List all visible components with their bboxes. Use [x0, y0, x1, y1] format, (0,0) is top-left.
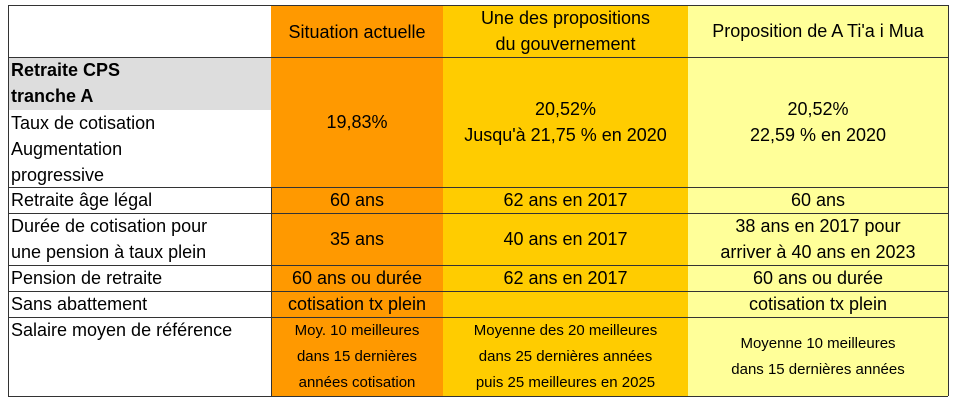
row-label: Retraite âge légal [8, 187, 271, 213]
cell-text-line: Moyenne des 20 meilleures [473, 321, 658, 339]
table-cell: cotisation tx plein [688, 291, 948, 317]
cell-text-line: 35 ans [329, 229, 385, 249]
cell-text-line: Jusqu'à 21,75 % en 2020 [464, 125, 667, 145]
cell-text-line: cotisation tx plein [748, 294, 888, 314]
cell-text-line: Retraite âge légal [11, 190, 153, 210]
cell-text-line: 19,83% [326, 112, 388, 132]
table-cell: 62 ans en 2017 [443, 265, 688, 291]
cell-text-line: dans 25 dernières années [478, 347, 653, 365]
table-cell: 60 ans [688, 187, 948, 213]
cell-text-line: Augmentation [11, 139, 123, 159]
cell-text-line: Durée de cotisation pour [11, 216, 208, 236]
table-cell: 60 ans [271, 187, 443, 213]
cell-text-line: 40 ans en 2017 [503, 229, 628, 249]
table-cell: 60 ans ou durée [271, 265, 443, 291]
cell-text-line: 60 ans ou durée [752, 268, 884, 288]
cell-text-line: 20,52% [534, 99, 597, 119]
cell-text-line: 20,52% [787, 99, 849, 119]
table-cell: Moyenne 10 meilleures dans 15 dernières a… [688, 317, 948, 396]
cell-text-line: Sans abattement [11, 294, 148, 314]
header-current: Situation actuelle [288, 22, 426, 42]
col-current-bg [271, 5, 443, 396]
cell-text-line: puis 25 meilleures en 2025 [475, 373, 656, 391]
table-cell: 40 ans en 2017 [443, 213, 688, 265]
cell-text-line: 62 ans en 2017 [503, 268, 628, 288]
row-label: Sans abattement [8, 291, 271, 317]
cell-text-line: une pension à taux plein [11, 242, 207, 262]
section-title-line2: tranche A [11, 86, 94, 106]
table-cell: 19,83% [271, 57, 443, 187]
cell-text-line: Moy. 10 meilleures [294, 321, 420, 339]
cell-text-line: Moyenne 10 meilleures [740, 334, 896, 352]
cell-text-line: 60 ans [790, 190, 846, 210]
cell-text-line: Pension de retraite [11, 268, 163, 288]
table-cell [443, 291, 688, 317]
cell-text-line: 60 ans [329, 190, 385, 210]
table-cell: 35 ans [271, 213, 443, 265]
cell-text-line: progressive [11, 165, 105, 185]
table-cell: 20,52% Jusqu'à 21,75 % en 2020 [443, 57, 688, 187]
table-cell: Moy. 10 meilleures dans 15 dernières année… [271, 317, 443, 396]
header-government: Une des propositions du gouvernement [443, 5, 688, 57]
section-bg [8, 57, 271, 110]
cell-text-line: 38 ans en 2017 pour [735, 216, 901, 236]
row-label: Salaire moyen de référence [8, 317, 271, 396]
section-title-line1: Retraite CPS [11, 60, 121, 80]
row-label: Pension de retraite [8, 265, 271, 291]
col-atiaimua-bg [688, 5, 948, 396]
header-atiaimua: Proposition de A Ti'a i Mua [712, 21, 924, 41]
cell-text-line: Taux de cotisation [11, 113, 156, 133]
cell-text-line: Salaire moyen de référence [11, 320, 233, 340]
cell-text-line: dans 15 dernières [296, 347, 418, 365]
table-cell: 60 ans ou durée [688, 265, 948, 291]
cell-text-line: 60 ans ou durée [291, 268, 423, 288]
cell-text-line: années cotisation [298, 373, 416, 391]
cell-text-line: dans 15 dernières années [731, 360, 905, 378]
table-cell: 20,52% 22,59 % en 2020 [688, 57, 948, 187]
table-cell: Moyenne des 20 meilleures dans 25 dernièr… [443, 317, 688, 396]
header-government-line2: du gouvernement [495, 34, 636, 54]
header-government-line1: Une des propositions [480, 8, 651, 28]
cell-text-line: 62 ans en 2017 [503, 190, 628, 210]
col-government-bg [443, 5, 688, 396]
table-cell: 38 ans en 2017 pour arriver à 40 ans en 2… [688, 213, 948, 265]
table-cell: cotisation tx plein [271, 291, 443, 317]
table-cell: 62 ans en 2017 [443, 187, 688, 213]
section-title: Retraite CPS tranche A [8, 57, 271, 110]
cell-text-line: arriver à 40 ans en 2023 [720, 242, 916, 262]
row-label: Taux de cotisation Augmentation progressiv… [8, 110, 271, 187]
cell-text-line: cotisation tx plein [287, 294, 427, 314]
row-label: Durée de cotisation pour une pension à ta… [8, 213, 271, 265]
cell-text-line: 22,59 % en 2020 [749, 125, 887, 145]
